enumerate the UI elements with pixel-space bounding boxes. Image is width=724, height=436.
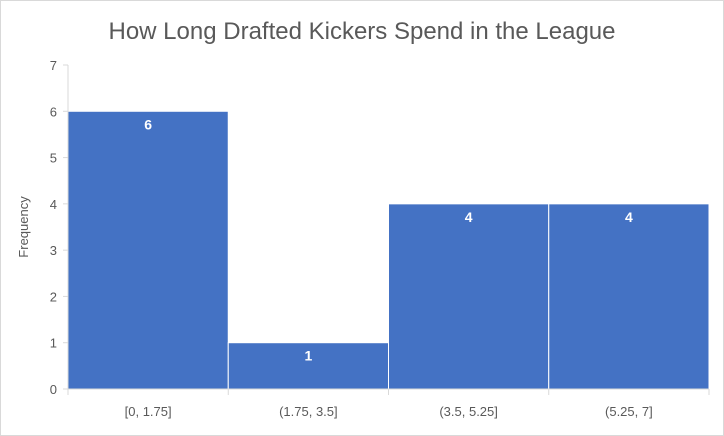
x-tick-label: [0, 1.75] <box>125 404 172 419</box>
x-tick-label: (3.5, 5.25] <box>439 404 498 419</box>
y-tick-label: 3 <box>50 243 57 258</box>
y-tick-label: 0 <box>50 382 57 397</box>
x-axis-ticks: [0, 1.75] (1.75, 3.5] (3.5, 5.25] (5.25, 7] <box>67 389 710 419</box>
bar <box>548 203 710 390</box>
data-label: 4 <box>625 209 633 225</box>
data-labels: 6 1 4 4 <box>144 116 633 363</box>
x-tick-label: (5.25, 7] <box>605 404 653 419</box>
y-tick-label: 1 <box>50 336 57 351</box>
y-tick-label: 2 <box>50 289 57 304</box>
y-tick-label: 7 <box>50 58 57 73</box>
y-tick-label: 5 <box>50 151 57 166</box>
x-tick-label: (1.75, 3.5] <box>279 404 338 419</box>
y-axis-ticks: 0 1 2 3 4 5 6 7 <box>50 58 68 397</box>
bar <box>227 342 389 390</box>
data-label: 1 <box>304 348 312 364</box>
y-axis-label: Frequency <box>16 196 31 258</box>
bar <box>388 203 550 390</box>
y-tick-label: 4 <box>50 197 57 212</box>
axes <box>67 65 709 390</box>
bars <box>67 110 710 390</box>
data-label: 6 <box>144 116 152 132</box>
data-label: 4 <box>465 209 473 225</box>
y-tick-label: 6 <box>50 104 57 119</box>
chart-title: How Long Drafted Kickers Spend in the Le… <box>109 18 616 45</box>
bar <box>67 110 229 390</box>
